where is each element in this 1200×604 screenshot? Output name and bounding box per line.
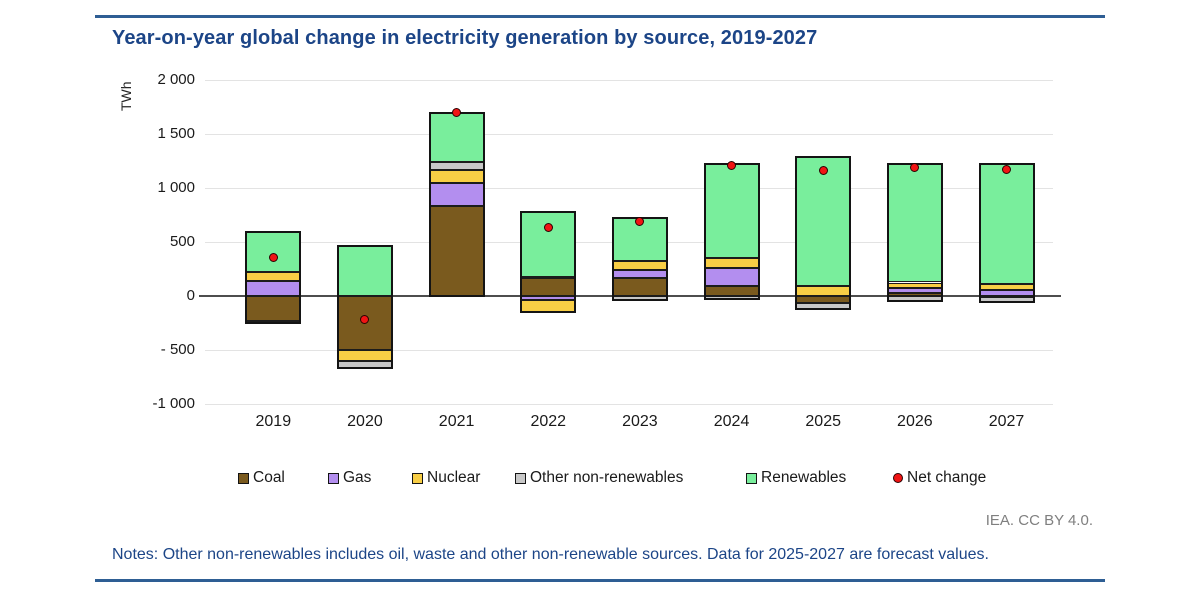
bar-segment-renewables-2022: [521, 212, 576, 277]
top-divider: [95, 15, 1105, 18]
legend-color-swatch-icon: [238, 472, 249, 484]
net-change-marker-2019: [268, 253, 278, 263]
x-axis-tick-label: 2027: [988, 413, 1025, 430]
legend-item-other-non-renewables: Other non-renewables: [515, 467, 683, 489]
legend-net-change-dot-icon: [893, 473, 903, 483]
legend-item-renewables: Renewables: [746, 467, 846, 489]
legend-label: Other non-renewables: [530, 469, 684, 486]
gridline: [205, 80, 1053, 81]
attribution-text: IEA. CC BY 4.0.: [985, 512, 1093, 529]
bar-segment-coal-2019: [246, 296, 301, 321]
x-axis-tick-label: 2025: [805, 413, 841, 430]
net-change-marker-2021: [452, 108, 462, 118]
gridline: [205, 134, 1053, 135]
bar-outline-2027: [978, 162, 1035, 304]
bar-outline-2019: [245, 231, 302, 324]
legend-label: Net change: [907, 469, 987, 486]
y-axis-tick-label: 2 000: [157, 71, 195, 88]
x-axis-tick-label: 2019: [255, 413, 292, 430]
y-axis-tick-label: 1 000: [157, 179, 195, 196]
legend-label: Coal: [253, 469, 285, 486]
net-change-marker-2025: [818, 165, 828, 175]
bar-segment-coal-2021: [429, 206, 484, 296]
y-axis-tick-label: 0: [186, 287, 195, 304]
legend-item-gas: Gas: [328, 467, 371, 489]
bar-outline-2020: [336, 245, 393, 370]
legend-color-swatch-icon: [328, 472, 339, 484]
gridline: [205, 188, 1053, 189]
bottom-divider: [95, 579, 1105, 582]
bar-outline-2026: [886, 162, 943, 303]
legend-label: Gas: [343, 469, 372, 486]
legend-color-swatch-icon: [746, 472, 757, 484]
x-axis-tick-label: 2022: [530, 413, 567, 430]
notes-text: Notes: Other non-renewables includes oil…: [112, 546, 989, 563]
bar-outline-2024: [703, 162, 760, 300]
gridline: [205, 350, 1053, 351]
net-change-marker-2024: [727, 160, 737, 170]
x-axis-tick-label: 2023: [622, 413, 658, 430]
y-axis-tick-label: - 500: [160, 341, 195, 358]
legend-color-swatch-icon: [515, 472, 526, 484]
net-change-marker-2023: [635, 216, 645, 226]
net-change-marker-2026: [910, 162, 920, 172]
y-axis-tick-label: -1 000: [152, 395, 195, 412]
net-change-marker-2027: [1002, 164, 1011, 174]
legend-color-swatch-icon: [412, 472, 423, 484]
bar-outline-2025: [795, 155, 852, 310]
y-axis-tick-label: 500: [169, 233, 195, 250]
net-change-marker-2022: [543, 223, 553, 233]
x-axis-tick-label: 2026: [897, 413, 933, 430]
net-change-marker-2020: [360, 314, 370, 324]
legend-item-net-change: Net change: [893, 467, 986, 489]
bar-outline-2021: [428, 111, 485, 297]
bar-outline-2022: [520, 211, 577, 314]
x-axis-tick-label: 2021: [438, 413, 475, 430]
x-axis-tick-label: 2024: [713, 413, 750, 430]
legend-item-nuclear: Nuclear: [412, 467, 480, 489]
gridline: [205, 404, 1053, 405]
chart-title: Year-on-year global change in electricit…: [112, 27, 818, 49]
y-axis-tick-label: 1 500: [157, 125, 195, 142]
bar-segment-renewables-2024: [704, 163, 759, 258]
bar-outline-2023: [611, 216, 668, 302]
legend-item-coal: Coal: [238, 467, 285, 489]
x-axis-tick-label: 2020: [347, 413, 383, 430]
legend-label: Renewables: [761, 469, 847, 486]
legend-label: Nuclear: [427, 469, 481, 486]
